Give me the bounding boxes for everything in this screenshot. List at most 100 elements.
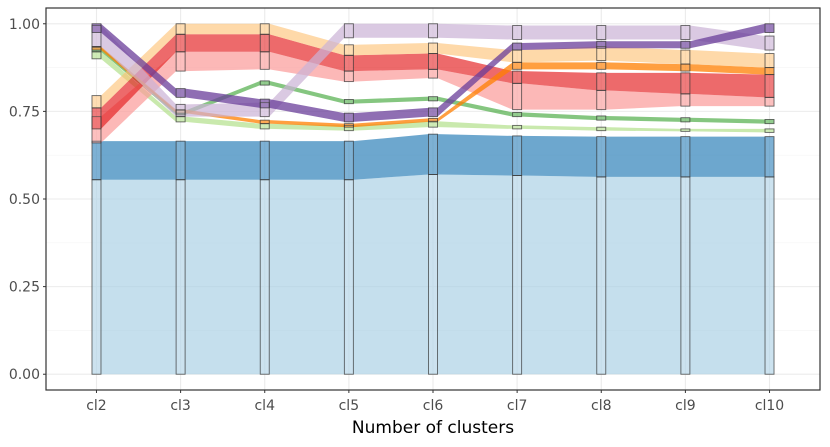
band-light-purple-box [259, 102, 270, 118]
band-dark-purple-box [175, 88, 186, 98]
x-tick-label: cl5 [339, 398, 360, 414]
band-dark-blue-box [680, 136, 691, 178]
band-light-red-box [91, 116, 102, 144]
band-dark-orange-box [512, 61, 523, 70]
band-light-orange-box [512, 49, 523, 63]
x-axis-title: Number of clusters [352, 418, 514, 438]
band-dark-red-box [428, 53, 438, 70]
band-light-purple-box [343, 23, 354, 39]
band-light-purple-box [175, 103, 186, 118]
band-light-green-box [512, 124, 523, 130]
band-dark-orange-box [764, 67, 775, 76]
y-tick-label: 0.50 [9, 192, 40, 208]
band-dark-purple-box [512, 42, 523, 51]
band-light-orange-box [343, 44, 354, 56]
band-light-green-box [259, 123, 270, 130]
x-tick-label: cl2 [86, 398, 107, 414]
x-tick-label: cl7 [507, 398, 528, 414]
x-tick-label: cl9 [675, 398, 696, 414]
band-dark-red [91, 34, 775, 129]
band-light-blue-box [764, 176, 775, 375]
band-dark-blue-box [596, 136, 607, 178]
band-light-orange-box [428, 42, 438, 55]
band-dark-red-box [680, 72, 691, 95]
band-dark-red-box [91, 107, 102, 130]
band-light-green-box [596, 126, 607, 132]
band-dark-blue-box [343, 140, 354, 181]
band-light-orange-box [175, 23, 186, 35]
band-light-red [91, 51, 775, 143]
band-light-orange-box [764, 53, 775, 69]
y-tick-label: 1.00 [9, 17, 40, 33]
band-dark-orange-box [680, 63, 691, 72]
band-dark-purple-box [428, 107, 438, 118]
band-dark-purple-box [259, 98, 270, 109]
x-axis: cl2 cl3 cl4 cl5 cl6 cl7 cl8 cl9 cl10 [86, 390, 784, 414]
band-dark-orange-box [428, 117, 438, 123]
band-light-red-box [512, 82, 523, 111]
band-dark-green-box [343, 99, 354, 105]
band-light-orange-box [259, 23, 270, 35]
x-tick-label: cl4 [254, 398, 275, 414]
band-dark-blue-box [512, 135, 523, 176]
band-dark-orange-box [259, 119, 270, 125]
band-dark-orange-box [596, 61, 607, 70]
band-light-red-box [764, 96, 775, 107]
band-light-red-box [175, 51, 186, 72]
band-light-red-box [259, 51, 270, 70]
x-tick-label: cl6 [423, 398, 444, 414]
band-dark-blue-box [428, 133, 438, 175]
band-dark-blue-box [175, 140, 186, 181]
band-light-purple-box [512, 25, 523, 40]
band-dark-red-box [259, 33, 270, 53]
band-light-blue-box [596, 176, 607, 375]
band-light-green-box [91, 51, 102, 60]
band-light-orange-box [680, 49, 691, 65]
band-dark-red-box [343, 54, 354, 72]
y-tick-label: 0.25 [9, 280, 40, 296]
y-axis: 0.00 0.25 0.50 0.75 1.00 [9, 17, 46, 383]
band-light-blue-box [175, 179, 186, 375]
band-light-orange-box [91, 95, 102, 109]
band-light-green-box [343, 124, 354, 132]
y-tick-label: 0.75 [9, 104, 40, 120]
band-dark-purple-box [680, 40, 691, 49]
band-light-green-box [175, 116, 186, 123]
band-dark-red-box [764, 74, 775, 98]
band-light-green-box [764, 128, 775, 133]
band-light-orange-box [596, 46, 607, 62]
band-dark-purple-box [764, 23, 775, 33]
band-light-red-box [428, 68, 438, 79]
band-dark-purple-box [91, 23, 102, 33]
x-tick-label: cl8 [591, 398, 612, 414]
band-dark-red-box [175, 33, 186, 53]
band-dark-orange [91, 46, 775, 128]
band-dark-orange-box [91, 46, 102, 51]
x-tick-label: cl10 [755, 398, 784, 414]
band-dark-blue-box [91, 140, 102, 181]
band-light-green-box [428, 120, 438, 128]
band-dark-red-box [512, 70, 523, 84]
band-light-purple-box [91, 25, 102, 48]
x-tick-label: cl3 [170, 398, 191, 414]
band-light-purple [91, 23, 775, 117]
band-light-blue-box [343, 179, 354, 375]
band-light-red-box [343, 70, 354, 83]
band-light-red-box [596, 89, 607, 111]
band-light-blue-box [428, 174, 438, 375]
band-light-blue-box [680, 176, 691, 375]
band-dark-purple-box [343, 112, 354, 123]
band-light-red-box [680, 93, 691, 107]
band-dark-green-box [764, 118, 775, 125]
band-dark-green-box [428, 96, 438, 102]
band-dark-red-box [596, 72, 607, 91]
band-dark-green-box [596, 115, 607, 121]
y-tick-label: 0.00 [9, 367, 40, 383]
band-dark-blue-box [764, 136, 775, 178]
band-dark-green-box [512, 111, 523, 118]
band-light-blue-box [512, 175, 523, 375]
band-light-blue-box [259, 179, 270, 375]
band-dark-orange-box [343, 123, 354, 128]
band-light-purple-box [596, 25, 607, 40]
